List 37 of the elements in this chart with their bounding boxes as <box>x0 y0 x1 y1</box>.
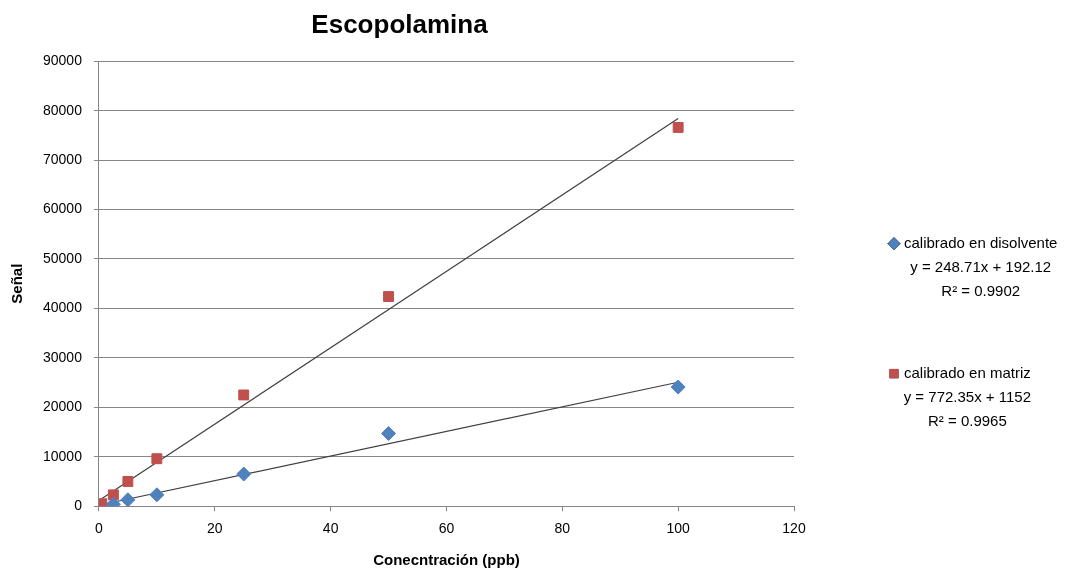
point <box>122 476 134 487</box>
legend-label: calibrado en matriz <box>904 363 1031 381</box>
y-axis-title: Señal <box>8 263 26 304</box>
point <box>98 498 108 507</box>
point <box>236 466 252 482</box>
y-tick-label: 50000 <box>42 249 83 266</box>
x-tick-label: 100 <box>666 520 691 537</box>
point <box>149 487 165 503</box>
point <box>238 389 250 401</box>
point <box>672 122 684 133</box>
text: y = 772.35x + 1152 <box>903 387 1032 405</box>
text: y = 248.71x + 192.12 <box>910 257 1052 275</box>
x-tick-label: 20 <box>206 520 223 537</box>
y-tick-label: 60000 <box>42 200 83 217</box>
point <box>383 291 394 303</box>
y-tick-label: 20000 <box>42 398 83 415</box>
y-tick-label: 30000 <box>42 348 83 365</box>
point <box>120 492 136 507</box>
y-tick-label: 80000 <box>42 101 83 118</box>
x-tick-label: 0 <box>95 520 104 537</box>
text: R² = 0.9965 <box>927 411 1007 429</box>
y-tick-label: 70000 <box>42 150 83 167</box>
y-tick-label: 40000 <box>42 299 83 316</box>
x-axis-title: Conecntración (ppb) <box>373 551 520 569</box>
point <box>151 453 163 465</box>
x-tick-label: 60 <box>438 520 455 537</box>
text: R² = 0.9902 <box>941 281 1021 299</box>
chart-title: Escopolamina <box>311 8 489 39</box>
y-tick-label: 90000 <box>42 52 83 69</box>
point <box>381 426 397 442</box>
x-tick-label: 120 <box>782 520 806 537</box>
y-tick-label: 0 <box>74 497 83 514</box>
x-tick-label: 40 <box>322 520 339 537</box>
x-tick-label: 80 <box>554 520 571 537</box>
point <box>670 379 686 395</box>
legend-label: calibrado en disolvente <box>904 233 1058 251</box>
y-tick-label: 10000 <box>42 447 83 464</box>
